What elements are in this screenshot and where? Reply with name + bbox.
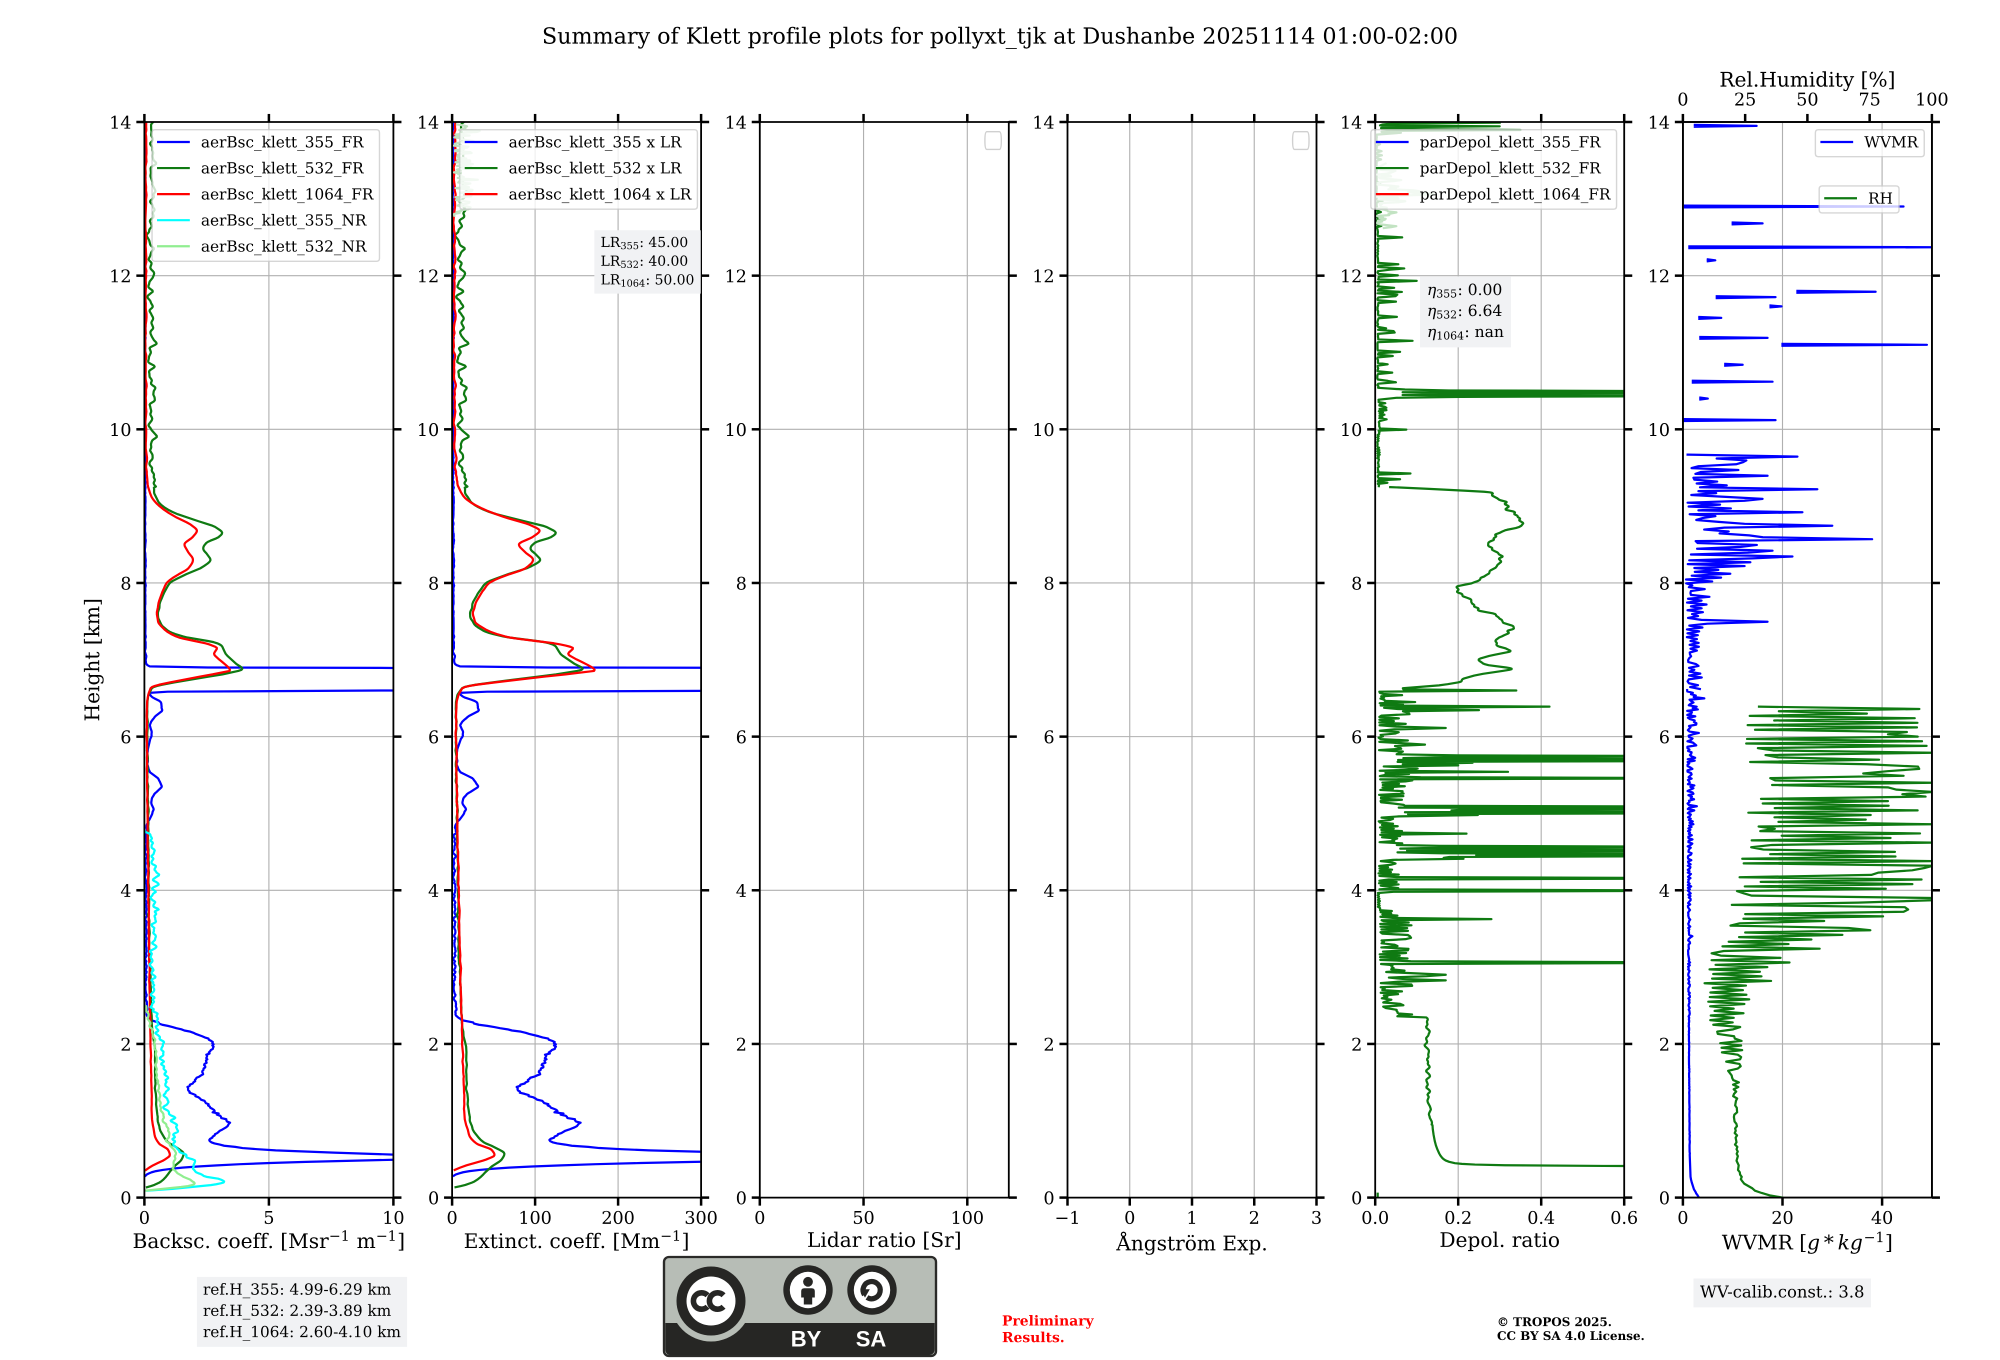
svg-text:SA: SA <box>856 1326 887 1351</box>
svg-text:BY: BY <box>791 1326 822 1351</box>
